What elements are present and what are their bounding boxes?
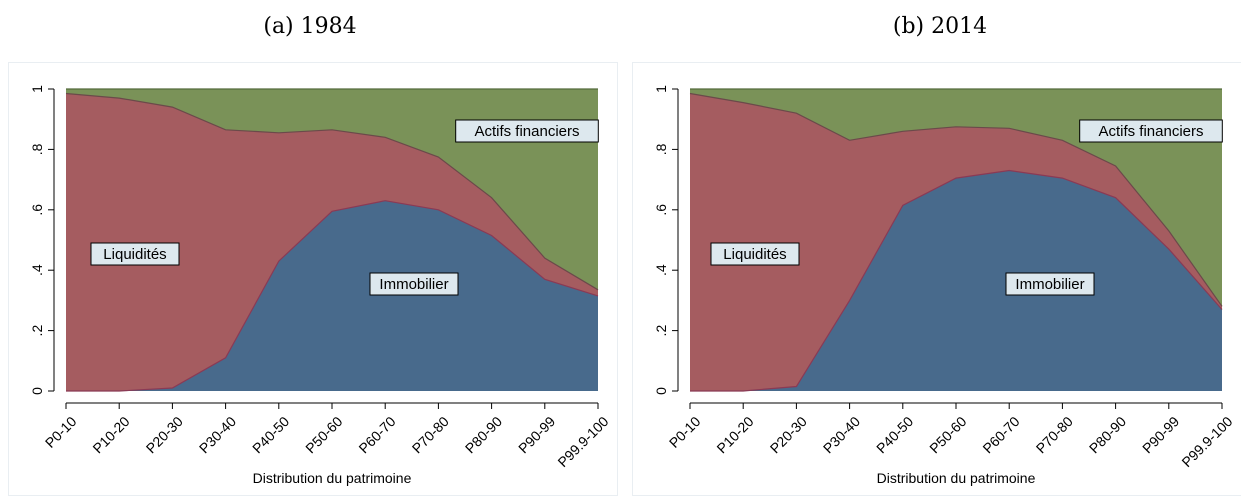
series-boundary-line [65,92,599,291]
annotation-actifs-financiers: Actifs financiers [455,119,599,143]
y-tick-label: .2 [29,325,45,337]
x-tick-label: P0-10 [42,413,80,451]
annotation-box [1079,119,1223,143]
area-actifs-financiers [690,89,1222,307]
annotation-liquidit-s: Liquidités [90,242,180,266]
x-tick-label: P40-50 [249,413,292,456]
annotation-box [1005,272,1095,296]
annotation-liquidit-s: Liquidités [710,242,800,266]
annotation-label: Immobilier [379,276,448,293]
x-tick-label: P99.9-100 [1178,413,1235,470]
y-tick-label: .4 [653,264,669,276]
annotation-label: Liquidités [723,246,786,263]
area-liquidit-s [66,93,598,391]
area-immobilier [66,200,598,391]
y-tick-label: .6 [653,204,669,216]
annotation-box [369,272,459,296]
chart-panel-1984: 0.2.4.6.8 1 P0-10 P10-20 P20-30 P30-40 P40-50 P… [8,62,618,496]
annotation-immobilier: Immobilier [1005,272,1095,296]
annotation-box [455,119,599,143]
y-tick-label: 0 [653,387,669,395]
x-tick-label: P90-99 [515,413,558,456]
annotation-actifs-financiers: Actifs financiers [1079,119,1223,143]
y-tick-label: .2 [653,325,669,337]
x-tick-label: P50-60 [302,413,345,456]
x-tick-label: P10-20 [89,413,132,456]
y-tick-label: .4 [29,264,45,276]
x-tick-label: P60-70 [979,413,1022,456]
x-tick-label: P30-40 [196,413,239,456]
series-boundary-line [690,169,1223,392]
x-tick-label: P10-20 [713,413,756,456]
y-tick-label: .6 [29,204,45,216]
y-tick-label: 1 [653,85,669,93]
y-tick-label: .8 [653,143,669,155]
x-tick-label: P0-10 [666,413,704,451]
x-tick-label: P80-90 [1086,413,1129,456]
x-tick-label: P50-60 [926,413,969,456]
area-liquidit-s [690,93,1222,391]
annotation-label: Immobilier [1015,276,1084,293]
x-tick-label: P40-50 [873,413,916,456]
annotation-immobilier: Immobilier [369,272,459,296]
annotation-label: Actifs financiers [474,123,579,140]
chart-panel-2014: 0.2.4.6.8 1 P0-10 P10-20 P20-30 P30-40 P40-50 P… [632,62,1241,496]
y-tick-label: .8 [29,143,45,155]
annotation-label: Liquidités [103,246,166,263]
series-boundary-line [689,92,1223,307]
x-tick-label: P60-70 [355,413,398,456]
x-axis-title: Distribution du patrimoine [253,470,412,486]
area-immobilier [690,170,1222,391]
x-axis-title: Distribution du patrimoine [877,470,1036,486]
x-tick-label: P20-30 [143,413,186,456]
x-tick-label: P80-90 [462,413,505,456]
annotation-box [710,242,800,266]
y-tick-label: 1 [29,85,45,93]
x-tick-label: P99.9-100 [554,413,611,470]
caption-1984: (a) 1984 [263,14,357,39]
y-tick-label: 0 [29,387,45,395]
series-boundary-line [66,200,599,392]
x-tick-label: P20-30 [767,413,810,456]
annotation-box [90,242,180,266]
x-tick-label: P90-99 [1139,413,1182,456]
x-tick-label: P30-40 [820,413,863,456]
x-tick-label: P70-80 [1033,413,1076,456]
annotation-label: Actifs financiers [1098,123,1203,140]
x-tick-label: P70-80 [409,413,452,456]
caption-2014: (b) 2014 [892,14,988,39]
